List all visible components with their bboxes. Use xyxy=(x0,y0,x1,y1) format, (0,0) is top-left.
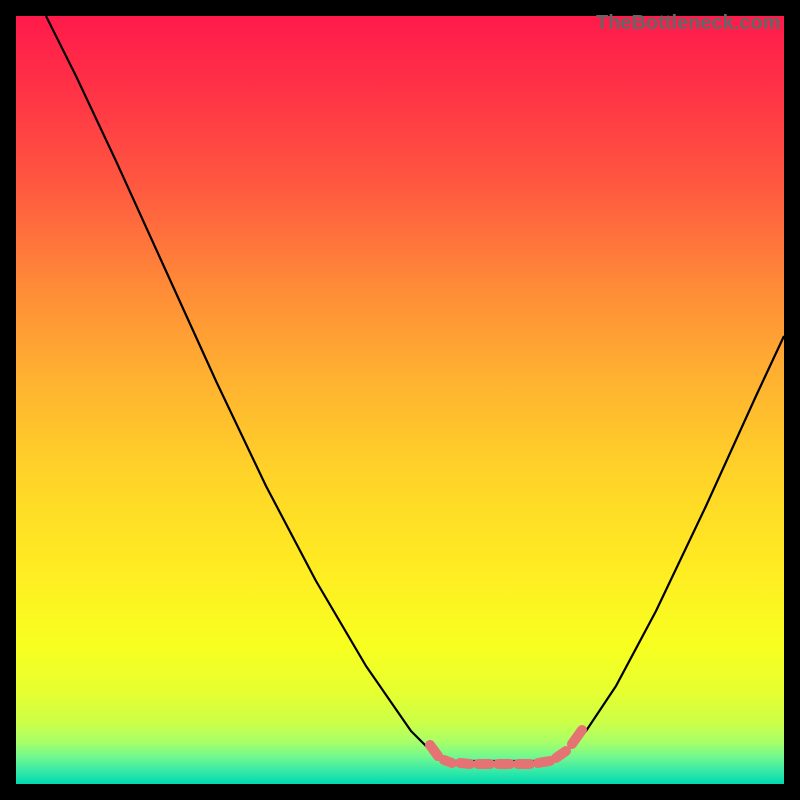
optimal-marker xyxy=(430,745,438,756)
plot-area xyxy=(16,16,784,784)
optimal-marker xyxy=(572,730,582,744)
curve-layer xyxy=(16,16,784,784)
bottleneck-curve xyxy=(46,16,784,761)
watermark-text: TheBottleneck.com xyxy=(596,12,780,35)
chart-frame: TheBottleneck.com xyxy=(0,0,800,800)
optimal-marker xyxy=(444,760,452,763)
optimal-marker xyxy=(460,763,470,764)
optimal-marker xyxy=(556,751,566,758)
optimal-marker xyxy=(538,761,550,763)
